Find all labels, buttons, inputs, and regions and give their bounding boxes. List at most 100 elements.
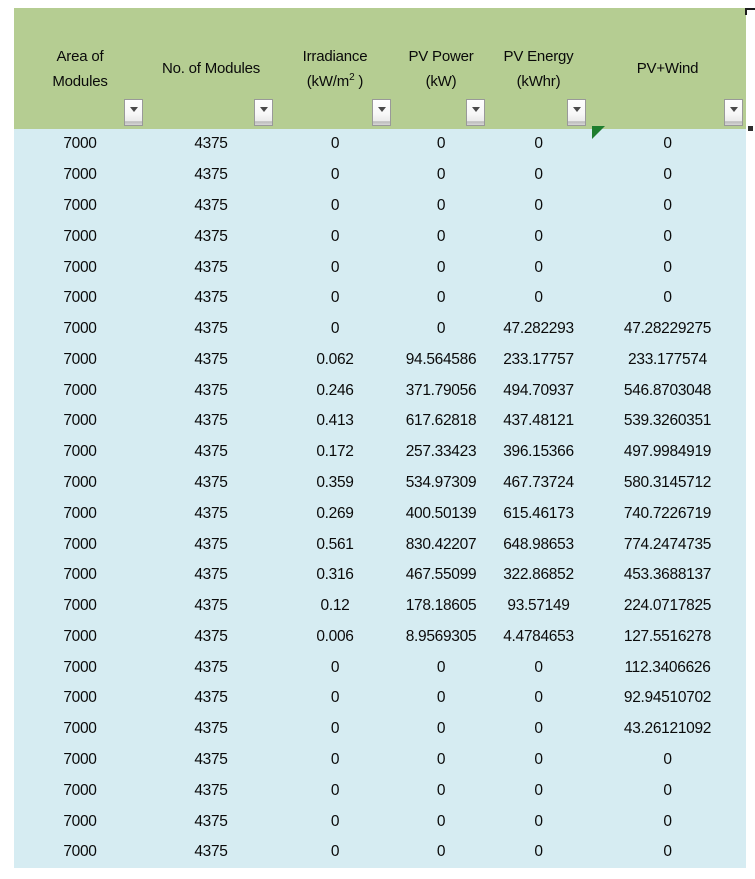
cell-no-of-modules[interactable]: 4375 bbox=[194, 627, 228, 645]
cell-no-of-modules[interactable]: 4375 bbox=[194, 566, 228, 584]
cell-no-of-modules[interactable]: 4375 bbox=[194, 658, 228, 676]
cell-irradiance[interactable]: 0.561 bbox=[316, 535, 354, 553]
cell-pv-power[interactable]: 371.79056 bbox=[405, 381, 477, 399]
cell-area-of-modules[interactable]: 7000 bbox=[63, 627, 97, 645]
cell-pv-wind[interactable]: 0 bbox=[663, 751, 672, 769]
cell-pv-power[interactable]: 0 bbox=[436, 320, 446, 338]
cell-no-of-modules[interactable]: 4375 bbox=[194, 781, 228, 799]
cell-no-of-modules[interactable]: 4375 bbox=[194, 196, 228, 214]
cell-pv-energy[interactable]: 494.70937 bbox=[503, 381, 574, 399]
cell-area-of-modules[interactable]: 7000 bbox=[63, 658, 97, 676]
cell-pv-wind[interactable]: 0 bbox=[663, 227, 672, 245]
cell-no-of-modules[interactable]: 4375 bbox=[194, 751, 228, 769]
column-header-irradiance[interactable]: Irradiance (kW/m2 ) bbox=[276, 8, 394, 129]
cell-pv-wind[interactable]: 580.3145712 bbox=[623, 473, 712, 491]
cell-area-of-modules[interactable]: 7000 bbox=[63, 381, 97, 399]
cell-irradiance[interactable]: 0 bbox=[330, 658, 340, 676]
cell-pv-energy[interactable]: 0 bbox=[534, 135, 543, 153]
column-header-pv-wind[interactable]: PV+Wind bbox=[589, 8, 746, 129]
cell-area-of-modules[interactable]: 7000 bbox=[63, 720, 97, 738]
cell-pv-energy[interactable]: 0 bbox=[534, 720, 543, 738]
cell-pv-power[interactable]: 0 bbox=[436, 689, 446, 707]
cell-no-of-modules[interactable]: 4375 bbox=[194, 597, 228, 615]
cell-no-of-modules[interactable]: 4375 bbox=[194, 689, 228, 707]
cell-pv-power[interactable]: 178.18605 bbox=[405, 597, 477, 615]
cell-area-of-modules[interactable]: 7000 bbox=[63, 412, 97, 430]
cell-pv-energy[interactable]: 615.46173 bbox=[503, 504, 574, 522]
cell-pv-wind[interactable]: 112.3406626 bbox=[624, 658, 711, 676]
column-header-area-of-modules[interactable]: Area of Modules bbox=[14, 8, 146, 129]
cell-pv-energy[interactable]: 233.17757 bbox=[503, 350, 574, 368]
cell-no-of-modules[interactable]: 4375 bbox=[194, 227, 228, 245]
cell-irradiance[interactable]: 0 bbox=[330, 135, 340, 153]
cell-pv-wind[interactable]: 0 bbox=[663, 135, 672, 153]
cell-pv-wind[interactable]: 43.26121092 bbox=[623, 720, 712, 738]
cell-pv-wind[interactable]: 0 bbox=[663, 843, 672, 861]
cell-pv-energy[interactable]: 467.73724 bbox=[503, 473, 574, 491]
cell-pv-energy[interactable]: 0 bbox=[534, 289, 543, 307]
cell-no-of-modules[interactable]: 4375 bbox=[194, 720, 228, 738]
cell-pv-wind[interactable]: 453.3688137 bbox=[623, 566, 712, 584]
cell-pv-energy[interactable]: 322.86852 bbox=[503, 566, 574, 584]
cell-area-of-modules[interactable]: 7000 bbox=[63, 196, 97, 214]
cell-pv-power[interactable]: 0 bbox=[436, 166, 446, 184]
cell-no-of-modules[interactable]: 4375 bbox=[194, 412, 228, 430]
cell-pv-energy[interactable]: 47.282293 bbox=[503, 320, 574, 338]
cell-pv-energy[interactable]: 0 bbox=[534, 196, 543, 214]
cell-pv-power[interactable]: 257.33423 bbox=[405, 443, 477, 461]
cell-pv-energy[interactable]: 0 bbox=[534, 689, 543, 707]
cell-pv-energy[interactable]: 0 bbox=[534, 227, 543, 245]
cell-pv-power[interactable]: 0 bbox=[436, 751, 446, 769]
cell-irradiance[interactable]: 0 bbox=[330, 196, 340, 214]
cell-pv-power[interactable]: 467.55099 bbox=[405, 566, 477, 584]
cell-pv-energy[interactable]: 437.48121 bbox=[503, 412, 574, 430]
cell-no-of-modules[interactable]: 4375 bbox=[194, 843, 228, 861]
cell-irradiance[interactable]: 0 bbox=[330, 320, 340, 338]
filter-dropdown-pv-wind[interactable] bbox=[724, 99, 743, 126]
cell-pv-power[interactable]: 400.50139 bbox=[405, 504, 477, 522]
cell-no-of-modules[interactable]: 4375 bbox=[194, 504, 228, 522]
cell-pv-power[interactable]: 0 bbox=[436, 135, 446, 153]
cell-no-of-modules[interactable]: 4375 bbox=[194, 473, 228, 491]
cell-irradiance[interactable]: 0 bbox=[330, 751, 340, 769]
cell-no-of-modules[interactable]: 4375 bbox=[194, 166, 228, 184]
cell-area-of-modules[interactable]: 7000 bbox=[63, 320, 97, 338]
cell-no-of-modules[interactable]: 4375 bbox=[194, 320, 228, 338]
cell-area-of-modules[interactable]: 7000 bbox=[63, 166, 97, 184]
cell-pv-wind[interactable]: 47.28229275 bbox=[623, 320, 712, 338]
cell-irradiance[interactable]: 0 bbox=[330, 781, 340, 799]
cell-irradiance[interactable]: 0.359 bbox=[316, 473, 354, 491]
cell-pv-wind[interactable]: 497.9984919 bbox=[623, 443, 712, 461]
cell-pv-power[interactable]: 0 bbox=[436, 843, 446, 861]
cell-pv-power[interactable]: 617.62818 bbox=[405, 412, 477, 430]
cell-irradiance[interactable]: 0.12 bbox=[320, 597, 350, 615]
cell-irradiance[interactable]: 0.006 bbox=[316, 627, 354, 645]
cell-pv-power[interactable]: 0 bbox=[436, 720, 446, 738]
cell-pv-power[interactable]: 0 bbox=[436, 258, 446, 276]
cell-pv-wind[interactable]: 774.2474735 bbox=[623, 535, 712, 553]
cell-irradiance[interactable]: 0 bbox=[330, 843, 340, 861]
cell-pv-wind[interactable]: 0 bbox=[663, 258, 672, 276]
cell-irradiance[interactable]: 0 bbox=[330, 720, 340, 738]
cell-pv-power[interactable]: 0 bbox=[436, 227, 446, 245]
cell-no-of-modules[interactable]: 4375 bbox=[194, 535, 228, 553]
cell-pv-power[interactable]: 0 bbox=[436, 658, 446, 676]
cell-pv-energy[interactable]: 93.57149 bbox=[507, 597, 570, 615]
cell-irradiance[interactable]: 0 bbox=[330, 689, 340, 707]
filter-dropdown-irradiance[interactable] bbox=[372, 99, 391, 126]
cell-pv-energy[interactable]: 0 bbox=[534, 258, 543, 276]
cell-area-of-modules[interactable]: 7000 bbox=[63, 781, 97, 799]
cell-irradiance[interactable]: 0 bbox=[330, 812, 340, 830]
cell-pv-wind[interactable]: 224.0717825 bbox=[623, 597, 712, 615]
cell-pv-energy[interactable]: 0 bbox=[534, 781, 543, 799]
cell-irradiance[interactable]: 0.246 bbox=[316, 381, 354, 399]
cell-pv-power[interactable]: 0 bbox=[436, 196, 446, 214]
filter-dropdown-pv-energy[interactable] bbox=[567, 99, 586, 126]
cell-pv-power[interactable]: 0 bbox=[436, 781, 446, 799]
cell-pv-energy[interactable]: 4.4784653 bbox=[503, 627, 574, 645]
cell-no-of-modules[interactable]: 4375 bbox=[194, 135, 228, 153]
cell-pv-power[interactable]: 0 bbox=[436, 812, 446, 830]
cell-no-of-modules[interactable]: 4375 bbox=[194, 289, 228, 307]
cell-pv-power[interactable]: 0 bbox=[436, 289, 446, 307]
cell-area-of-modules[interactable]: 7000 bbox=[63, 535, 97, 553]
